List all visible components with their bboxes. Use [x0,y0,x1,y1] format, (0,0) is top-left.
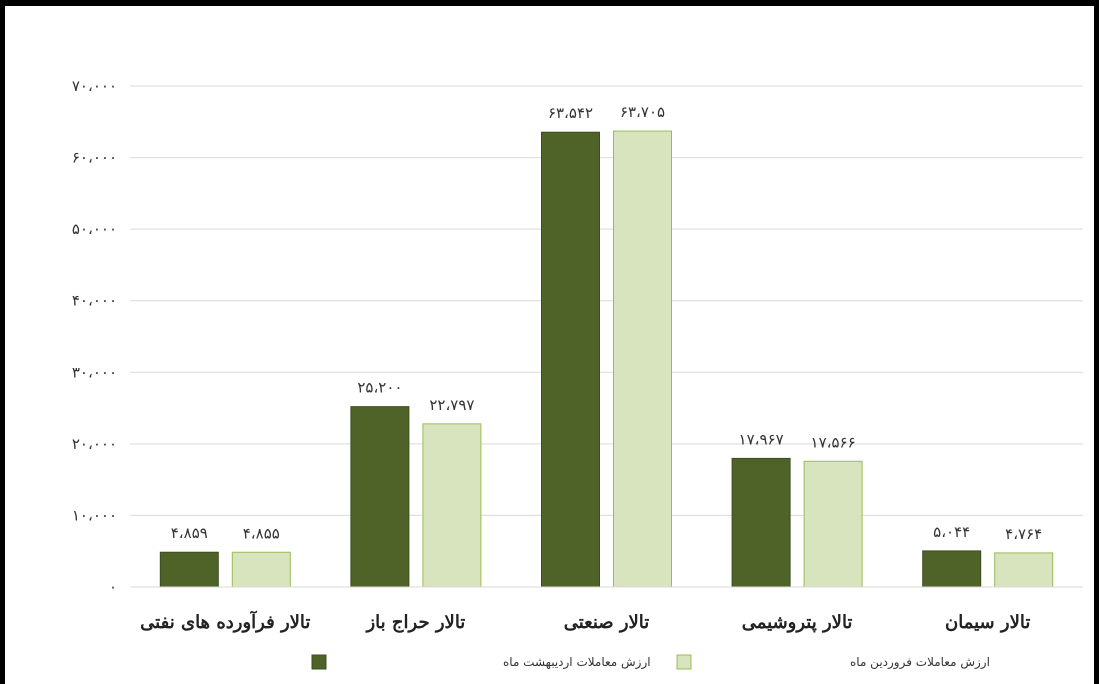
bar [922,550,982,588]
y-tick-label: ۷۰،۰۰۰ [72,77,117,95]
x-tick-label: تالار پتروشیمی [742,612,853,633]
bar [731,457,791,588]
x-tick-label: تالار فرآورده های نفتی [140,610,310,633]
data-label: ۲۲،۷۹۷ [429,396,474,414]
y-tick-label: ۱۰،۰۰۰ [72,506,117,524]
gridlines [130,85,1083,516]
x-tick-label: تالار سیمان [945,612,1030,633]
x-tick-label: تالار صنعتی [564,612,650,633]
data-label: ۴،۸۵۹ [171,524,208,542]
data-label: ۶۳،۵۴۲ [548,104,593,122]
data-label: ۱۷،۹۶۷ [739,430,784,448]
y-tick-label: ۴۰،۰۰۰ [72,292,117,310]
legend: ارزش معاملات اردیبهشت ماه ارزش معاملات فر… [311,654,990,670]
legend-swatch [676,654,692,670]
y-axis: ۰ ۱۰،۰۰۰ ۲۰،۰۰۰ ۳۰،۰۰۰ ۴۰،۰۰۰ ۵۰،۰۰۰ ۶۰،۰۰۰ ۷۰،… [72,77,117,596]
bar [350,406,410,588]
bar [994,552,1054,588]
y-tick-label: ۲۰،۰۰۰ [72,435,117,453]
x-tick-label: تالار حراج باز [364,612,465,633]
legend-label: ارزش معاملات فروردین ماه [850,655,990,670]
data-labels: ۴،۸۵۹ ۴،۸۵۵ ۲۵،۲۰۰ ۲۲،۷۹۷ ۶۳،۵۴۲ ۶۳،۷۰۵ ۱۷،۹۶۷… [171,103,1042,543]
data-label: ۲۵،۲۰۰ [357,379,402,397]
y-tick-label: ۰ [109,578,117,596]
bars [159,130,1054,588]
data-label: ۶۳،۷۰۵ [620,103,665,121]
bar [159,551,219,588]
x-axis: تالار فرآورده های نفتی تالار حراج باز تالا… [130,586,1083,633]
bar-chart: ۰ ۱۰،۰۰۰ ۲۰،۰۰۰ ۳۰،۰۰۰ ۴۰،۰۰۰ ۵۰،۰۰۰ ۶۰،۰۰۰ ۷۰،… [72,77,1083,670]
data-label: ۵،۰۴۴ [933,523,970,541]
bar [422,423,482,588]
bar [541,131,600,588]
legend-label: ارزش معاملات اردیبهشت ماه [503,655,651,670]
data-label: ۴،۷۶۴ [1005,525,1042,543]
bar [613,130,672,588]
data-label: ۴،۸۵۵ [243,524,280,542]
y-tick-label: ۶۰،۰۰۰ [72,149,117,167]
y-tick-label: ۳۰،۰۰۰ [72,363,117,381]
data-label: ۱۷،۵۶۶ [811,433,856,451]
legend-swatch [311,654,327,670]
y-tick-label: ۵۰،۰۰۰ [72,220,117,238]
bar [231,551,291,588]
bar [803,460,863,588]
